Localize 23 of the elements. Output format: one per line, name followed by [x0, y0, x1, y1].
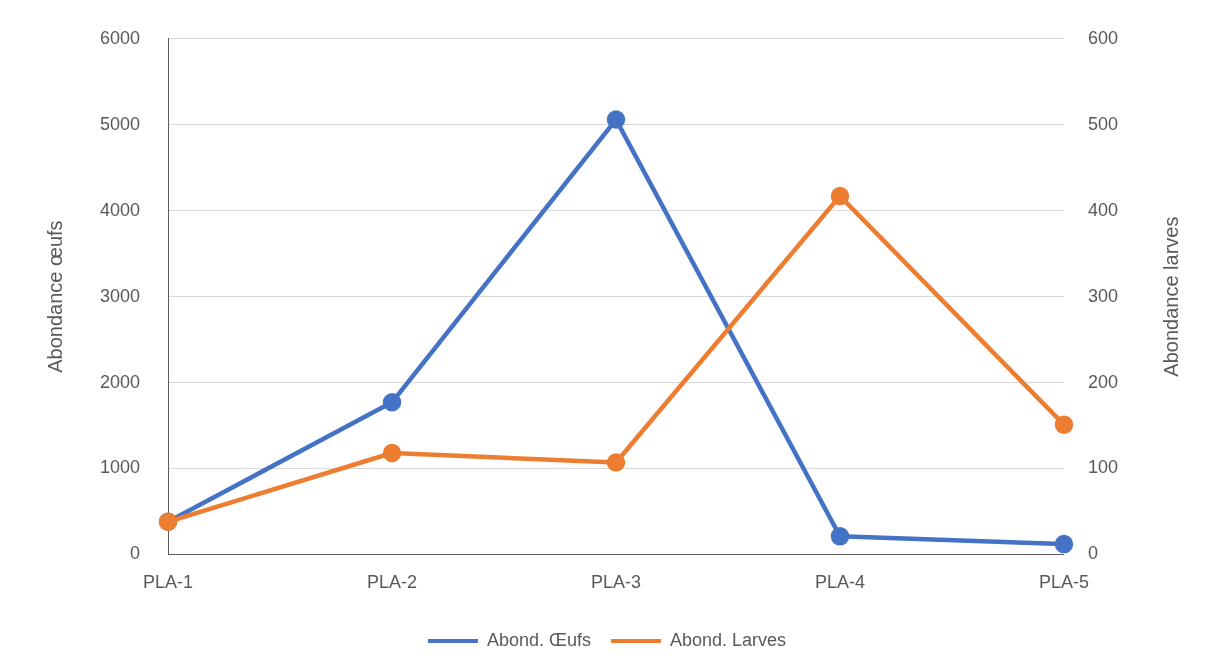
y2-tick-label: 600	[1087, 27, 1119, 48]
x-tick-label: PLA-3	[590, 572, 642, 593]
y2-tick-label: 100	[1087, 457, 1119, 478]
y2-tick-label: 300	[1087, 285, 1119, 306]
x-tick-label: PLA-2	[367, 572, 418, 593]
x-tick-label: PLA-1	[143, 572, 194, 593]
y-tick-label: 6000	[100, 27, 141, 48]
y-tick-label: 5000	[100, 113, 141, 134]
legend-label: Abond. Larves	[669, 629, 787, 650]
y-tick-label: 2000	[100, 371, 141, 392]
y-tick-label: 4000	[100, 199, 141, 220]
y2-tick-label: 500	[1087, 113, 1119, 134]
x-tick-label: PLA-4	[814, 572, 865, 593]
y-tick-label: 1000	[100, 457, 141, 478]
y2-tick-label: 0	[1087, 543, 1098, 564]
y2-axis-title: Abondance larves	[1159, 216, 1182, 377]
y-tick-label: 0	[130, 543, 141, 564]
y-tick-label: 3000	[100, 285, 141, 306]
legend-label: Abond. Œufs	[486, 629, 591, 650]
y2-tick-label: 400	[1087, 199, 1119, 220]
y-axis-title: Abondance œufs	[43, 220, 66, 373]
x-tick-label: PLA-5	[1038, 572, 1089, 593]
y2-tick-label: 200	[1087, 371, 1119, 392]
